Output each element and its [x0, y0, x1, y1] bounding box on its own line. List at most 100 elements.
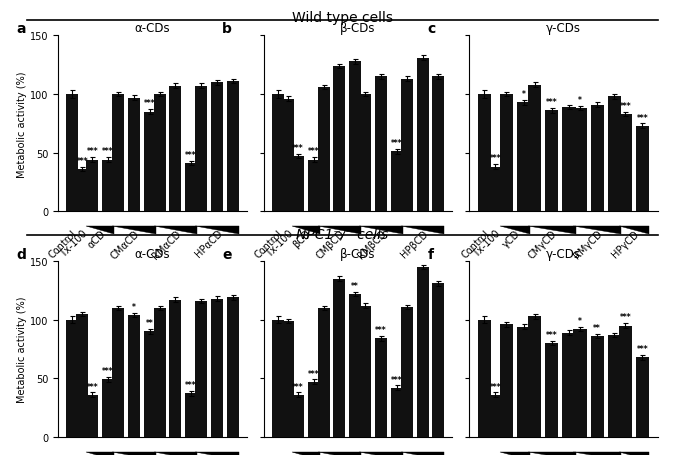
Polygon shape	[154, 227, 197, 234]
Text: ***: ***	[546, 330, 558, 339]
Bar	[66, 320, 78, 437]
Polygon shape	[292, 452, 320, 455]
Bar	[154, 308, 166, 437]
Polygon shape	[573, 227, 621, 234]
Text: ***: ***	[102, 367, 114, 375]
Bar	[478, 320, 491, 437]
Polygon shape	[86, 227, 114, 234]
Y-axis label: Metabolic activity (%): Metabolic activity (%)	[17, 71, 27, 177]
Bar	[619, 115, 632, 212]
Bar	[308, 382, 320, 437]
Text: ***: ***	[186, 380, 197, 389]
Bar	[360, 95, 371, 212]
Bar	[500, 325, 513, 437]
Bar	[154, 95, 166, 212]
Polygon shape	[528, 452, 575, 455]
Polygon shape	[360, 227, 403, 234]
Text: ***: ***	[144, 99, 155, 108]
Title: α-CDs: α-CDs	[134, 22, 171, 35]
Bar	[271, 320, 284, 437]
Bar	[573, 109, 586, 212]
Bar	[227, 82, 239, 212]
Bar	[636, 126, 649, 212]
Bar	[478, 95, 491, 212]
Bar	[318, 88, 329, 212]
Bar	[432, 77, 445, 212]
Bar	[128, 315, 140, 437]
Bar	[211, 83, 223, 212]
Title: β-CDs: β-CDs	[340, 22, 375, 35]
Bar	[185, 164, 197, 212]
Text: *: *	[522, 90, 525, 99]
Text: *: *	[132, 302, 136, 311]
Text: NPC1⁻/⁻ cells: NPC1⁻/⁻ cells	[297, 227, 388, 241]
Bar	[401, 80, 413, 212]
Bar	[349, 294, 361, 437]
Bar	[76, 170, 88, 212]
Bar	[271, 95, 284, 212]
Bar	[545, 344, 558, 437]
Bar	[500, 95, 513, 212]
Polygon shape	[500, 227, 530, 234]
Polygon shape	[360, 452, 403, 455]
Bar	[528, 317, 541, 437]
Polygon shape	[401, 452, 445, 455]
Bar	[112, 95, 124, 212]
Text: **: **	[351, 281, 359, 290]
Text: d: d	[16, 248, 27, 262]
Text: ***: ***	[86, 147, 98, 156]
Bar	[195, 301, 208, 437]
Bar	[102, 160, 114, 212]
Bar	[128, 98, 140, 212]
Title: γ-CDs: γ-CDs	[546, 248, 581, 260]
Bar	[608, 335, 621, 437]
Bar	[489, 395, 502, 437]
Bar	[608, 97, 621, 212]
Text: **: **	[593, 324, 601, 332]
Polygon shape	[195, 227, 239, 234]
Polygon shape	[86, 452, 114, 455]
Polygon shape	[528, 227, 575, 234]
Bar	[360, 306, 371, 437]
Bar	[390, 388, 403, 437]
Bar	[390, 152, 403, 212]
Bar	[416, 268, 429, 437]
Bar	[227, 298, 239, 437]
Text: ***: ***	[619, 313, 631, 322]
Polygon shape	[318, 452, 361, 455]
Bar	[432, 284, 445, 437]
Polygon shape	[401, 227, 445, 234]
Bar	[517, 103, 530, 212]
Y-axis label: Metabolic activity (%): Metabolic activity (%)	[17, 296, 27, 402]
Bar	[282, 100, 294, 212]
Text: b: b	[222, 22, 232, 36]
Text: e: e	[222, 248, 232, 262]
Text: ***: ***	[102, 147, 114, 156]
Text: ***: ***	[292, 144, 303, 152]
Text: ***: ***	[391, 374, 403, 384]
Text: ***: ***	[308, 369, 319, 378]
Bar	[185, 394, 197, 437]
Text: *: *	[578, 316, 582, 325]
Title: β-CDs: β-CDs	[340, 248, 375, 260]
Polygon shape	[500, 452, 530, 455]
Text: a: a	[16, 22, 26, 36]
Bar	[318, 308, 329, 437]
Bar	[86, 395, 99, 437]
Bar	[76, 314, 88, 437]
Bar	[375, 339, 387, 437]
Text: c: c	[427, 22, 436, 36]
Text: ***: ***	[292, 382, 303, 391]
Bar	[334, 67, 345, 212]
Bar	[489, 167, 502, 212]
Polygon shape	[112, 452, 155, 455]
Polygon shape	[195, 452, 239, 455]
Text: ***: ***	[636, 344, 648, 353]
Bar	[112, 308, 124, 437]
Bar	[590, 105, 603, 212]
Polygon shape	[619, 227, 649, 234]
Text: ***: ***	[86, 382, 98, 391]
Bar	[211, 299, 223, 437]
Polygon shape	[573, 452, 621, 455]
Bar	[282, 321, 294, 437]
